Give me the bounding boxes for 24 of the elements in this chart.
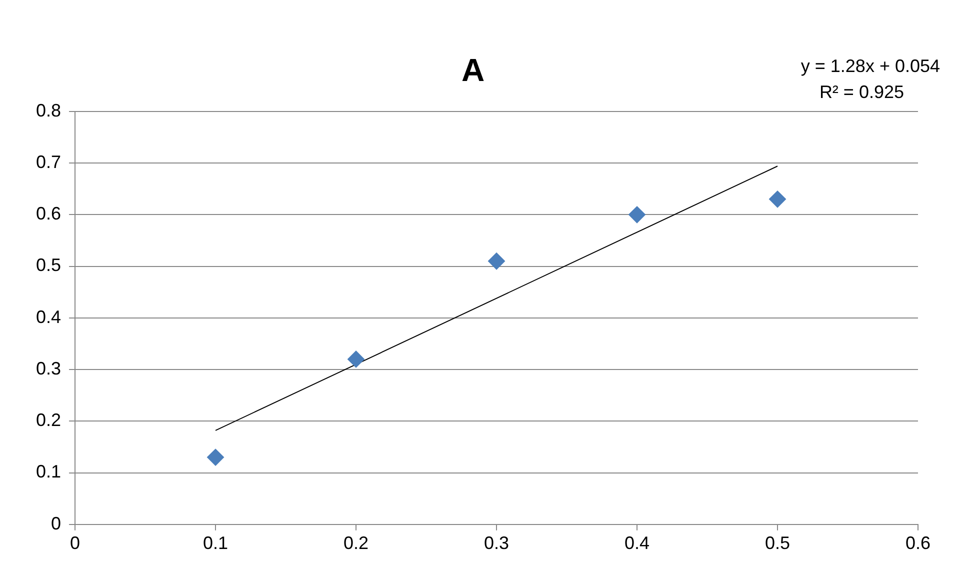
y-tick-label: 0.1: [36, 462, 62, 482]
x-tick-label: 0.3: [484, 533, 510, 554]
point: [769, 190, 786, 208]
y-tick-label: 0.4: [36, 306, 62, 327]
x-tick-label: 0.2: [344, 533, 369, 554]
y-tick-label: 0.3: [36, 358, 62, 378]
x-tick-label: 0.5: [764, 533, 790, 554]
point: [207, 448, 224, 466]
y-tick-label: 0.8: [36, 100, 62, 120]
y-tick-label: 0.5: [36, 255, 62, 276]
y-tick-label: 0.6: [36, 204, 62, 224]
y-tick-label: 0.7: [36, 152, 62, 172]
y-tick-label: 0.2: [36, 410, 62, 430]
x-tick-label: 0: [70, 533, 80, 554]
point: [488, 252, 506, 270]
point: [348, 350, 365, 368]
x-tick-label: 0.6: [905, 533, 931, 554]
y-tick-label: 0: [51, 513, 62, 534]
text: y = 1.28x + 0.054: [800, 56, 940, 76]
x-tick-label: 0.1: [203, 533, 228, 554]
point: [628, 206, 646, 224]
x-tick-label: 0.4: [624, 533, 650, 554]
chart-title: A: [461, 52, 485, 88]
text: R² = 0.925: [819, 82, 904, 102]
